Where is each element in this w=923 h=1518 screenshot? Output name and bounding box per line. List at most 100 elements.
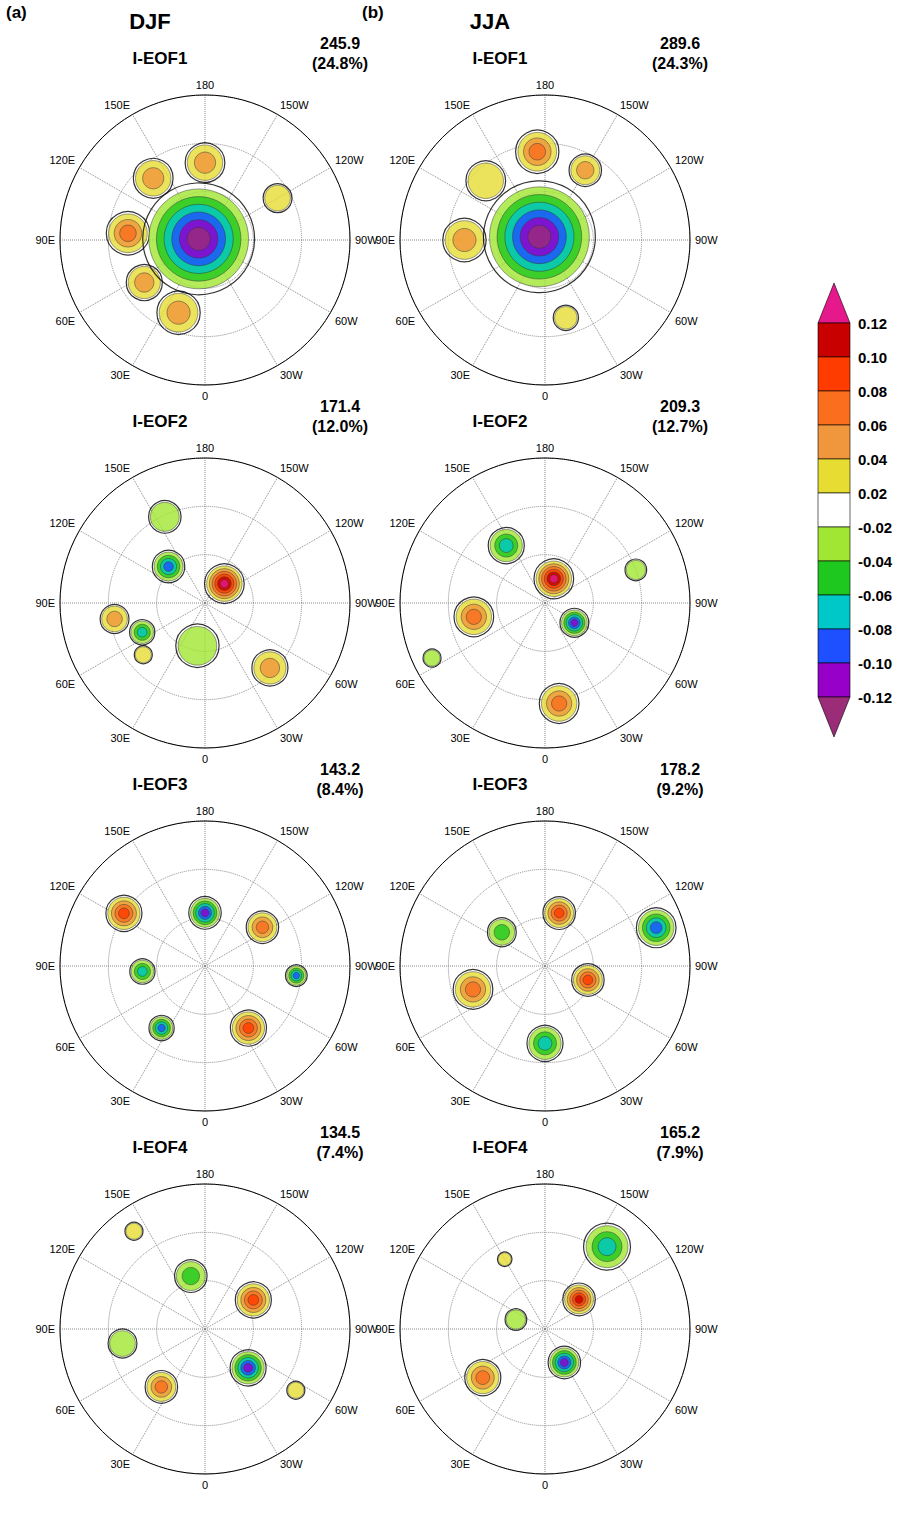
svg-text:I-EOF2: I-EOF2 [133, 412, 188, 431]
svg-text:60W: 60W [335, 315, 358, 327]
svg-text:(7.9%): (7.9%) [656, 1144, 703, 1161]
svg-text:30E: 30E [450, 732, 470, 744]
svg-text:120W: 120W [335, 517, 364, 529]
svg-text:30W: 30W [620, 369, 643, 381]
svg-text:60E: 60E [396, 315, 416, 327]
svg-text:60W: 60W [335, 1041, 358, 1053]
svg-text:60E: 60E [56, 678, 76, 690]
svg-text:-0.06: -0.06 [858, 587, 892, 604]
svg-text:180: 180 [536, 1168, 554, 1180]
svg-text:-0.08: -0.08 [858, 621, 892, 638]
svg-text:60W: 60W [675, 1041, 698, 1053]
svg-text:120W: 120W [335, 154, 364, 166]
svg-text:120E: 120E [389, 517, 415, 529]
svg-text:150E: 150E [444, 1188, 470, 1200]
svg-text:60E: 60E [56, 1404, 76, 1416]
svg-text:150W: 150W [280, 99, 309, 111]
svg-text:90W: 90W [695, 234, 718, 246]
svg-text:120E: 120E [389, 154, 415, 166]
svg-text:0.12: 0.12 [858, 315, 887, 332]
svg-text:150E: 150E [444, 462, 470, 474]
svg-text:180: 180 [196, 1168, 214, 1180]
svg-text:150W: 150W [280, 825, 309, 837]
svg-text:90W: 90W [695, 597, 718, 609]
svg-text:60W: 60W [675, 315, 698, 327]
svg-text:I-EOF3: I-EOF3 [473, 775, 528, 794]
svg-text:0: 0 [542, 390, 548, 402]
svg-text:30W: 30W [620, 732, 643, 744]
svg-text:180: 180 [536, 805, 554, 817]
svg-text:120E: 120E [49, 517, 75, 529]
svg-text:150E: 150E [104, 825, 130, 837]
svg-text:0: 0 [202, 1479, 208, 1491]
svg-text:150W: 150W [620, 462, 649, 474]
svg-text:I-EOF2: I-EOF2 [473, 412, 528, 431]
svg-text:0: 0 [542, 1116, 548, 1128]
svg-text:30E: 30E [110, 1095, 130, 1107]
svg-text:90W: 90W [695, 1323, 718, 1335]
svg-text:0.02: 0.02 [858, 485, 887, 502]
svg-text:(b): (b) [362, 3, 384, 22]
svg-text:90W: 90W [695, 960, 718, 972]
svg-text:150W: 150W [620, 1188, 649, 1200]
svg-text:134.5: 134.5 [320, 1124, 360, 1141]
svg-text:178.2: 178.2 [660, 761, 700, 778]
svg-text:(24.3%): (24.3%) [652, 55, 708, 72]
svg-text:I-EOF1: I-EOF1 [133, 49, 188, 68]
svg-text:60W: 60W [675, 678, 698, 690]
svg-text:90E: 90E [35, 234, 55, 246]
svg-text:120E: 120E [389, 880, 415, 892]
svg-text:90E: 90E [375, 597, 395, 609]
svg-text:30E: 30E [110, 1458, 130, 1470]
svg-text:-0.02: -0.02 [858, 519, 892, 536]
svg-text:120W: 120W [675, 154, 704, 166]
svg-text:I-EOF3: I-EOF3 [133, 775, 188, 794]
svg-text:150W: 150W [620, 825, 649, 837]
svg-text:30E: 30E [450, 1458, 470, 1470]
svg-text:I-EOF4: I-EOF4 [133, 1138, 188, 1157]
svg-text:30W: 30W [280, 369, 303, 381]
svg-text:30W: 30W [620, 1458, 643, 1470]
svg-text:120E: 120E [49, 154, 75, 166]
svg-text:150E: 150E [104, 1188, 130, 1200]
svg-text:(24.8%): (24.8%) [312, 55, 368, 72]
svg-text:30E: 30E [450, 369, 470, 381]
svg-text:0.04: 0.04 [858, 451, 888, 468]
svg-text:DJF: DJF [129, 9, 171, 34]
svg-text:0: 0 [542, 1479, 548, 1491]
svg-text:(a): (a) [6, 3, 27, 22]
svg-text:60E: 60E [396, 1404, 416, 1416]
svg-text:165.2: 165.2 [660, 1124, 700, 1141]
svg-text:150E: 150E [444, 99, 470, 111]
svg-text:30W: 30W [280, 1095, 303, 1107]
svg-text:120W: 120W [335, 880, 364, 892]
svg-text:(7.4%): (7.4%) [316, 1144, 363, 1161]
svg-text:120E: 120E [49, 1243, 75, 1255]
svg-text:289.6: 289.6 [660, 35, 700, 52]
svg-text:0.06: 0.06 [858, 417, 887, 434]
svg-text:(12.7%): (12.7%) [652, 418, 708, 435]
svg-text:180: 180 [536, 442, 554, 454]
svg-text:30W: 30W [280, 732, 303, 744]
svg-text:0.08: 0.08 [858, 383, 887, 400]
svg-text:90E: 90E [375, 960, 395, 972]
svg-text:-0.10: -0.10 [858, 655, 892, 672]
svg-text:120E: 120E [49, 880, 75, 892]
svg-text:I-EOF1: I-EOF1 [473, 49, 528, 68]
svg-text:120E: 120E [389, 1243, 415, 1255]
svg-text:60E: 60E [56, 315, 76, 327]
svg-text:120W: 120W [675, 517, 704, 529]
svg-text:60E: 60E [396, 678, 416, 690]
svg-text:60E: 60E [56, 1041, 76, 1053]
svg-text:60W: 60W [335, 678, 358, 690]
svg-text:180: 180 [536, 79, 554, 91]
svg-text:-0.04: -0.04 [858, 553, 893, 570]
svg-text:150W: 150W [280, 1188, 309, 1200]
svg-text:245.9: 245.9 [320, 35, 360, 52]
svg-text:171.4: 171.4 [320, 398, 360, 415]
svg-text:150W: 150W [620, 99, 649, 111]
svg-text:0.10: 0.10 [858, 349, 887, 366]
svg-text:120W: 120W [675, 880, 704, 892]
svg-text:(8.4%): (8.4%) [316, 781, 363, 798]
svg-text:150W: 150W [280, 462, 309, 474]
